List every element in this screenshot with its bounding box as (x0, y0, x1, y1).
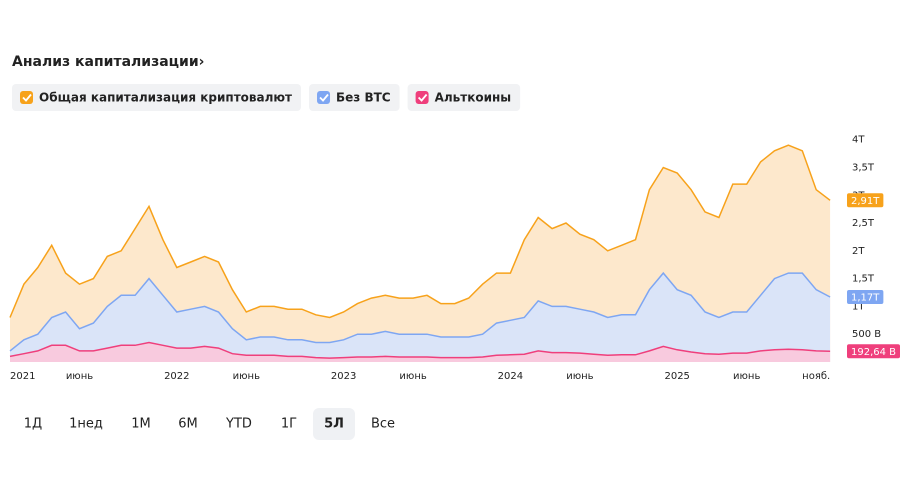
legend-chip[interactable] (309, 84, 400, 111)
range-button-selected[interactable] (313, 408, 355, 440)
series-line (9, 144, 831, 319)
legend-label[interactable]: Общая капитализация криптовалют (39, 91, 292, 105)
x-tick-label: июнь (399, 371, 426, 382)
legend-check (319, 93, 329, 102)
y-tick-label: 4T (852, 135, 865, 146)
series-line (9, 341, 831, 359)
y-tick-label: 1T (852, 301, 865, 312)
area-fill (10, 342, 831, 362)
area-fill (10, 145, 831, 362)
legend-chip[interactable] (12, 84, 302, 111)
value-label-bg (847, 193, 884, 208)
range-button[interactable]: 1Г (281, 417, 297, 432)
legend-check (22, 93, 32, 102)
legend-checkbox (317, 91, 331, 104)
area-fill (10, 273, 831, 362)
y-tick-label: 3,5T (852, 162, 875, 173)
x-tick-label: 2024 (498, 371, 523, 382)
x-tick-label: 2023 (331, 371, 356, 382)
range-button[interactable]: 1M (131, 417, 151, 432)
y-tick-label: 2T (852, 246, 865, 257)
legend-chip[interactable] (407, 84, 521, 111)
y-tick-label: 500 B (852, 329, 881, 340)
range-button[interactable]: 1нед (69, 417, 103, 432)
chart-title[interactable]: Анализ капитализации› (12, 54, 204, 70)
value-label-bg (847, 344, 900, 359)
range-button[interactable]: 5Л (324, 417, 344, 432)
legend-checkbox (415, 91, 429, 104)
x-tick-label: 2021 (10, 371, 35, 382)
x-tick-label: июнь (66, 371, 93, 382)
x-tick-label: нояб. (802, 371, 830, 382)
range-button[interactable]: 1Д (24, 417, 42, 432)
legend-check (417, 93, 428, 102)
x-tick-label: июнь (566, 371, 593, 382)
range-button[interactable]: Все (371, 417, 395, 432)
y-tick-label: 1,5T (852, 274, 875, 285)
series-line (9, 271, 831, 352)
value-label: 192,64 B (851, 347, 896, 358)
value-label: 2,91T (851, 196, 880, 207)
legend-label[interactable]: Без BTC (336, 91, 391, 105)
y-tick-label: 2,5T (852, 218, 875, 229)
value-label-bg (847, 289, 884, 304)
x-tick-label: 2025 (664, 371, 689, 382)
x-tick-label: июнь (733, 371, 760, 382)
range-button[interactable]: YTD (225, 417, 252, 432)
value-label: 1,17T (851, 292, 880, 303)
legend-checkbox (20, 91, 33, 104)
x-tick-label: 2022 (164, 371, 189, 382)
x-tick-label: июнь (233, 371, 260, 382)
legend-label[interactable]: Альткоины (435, 91, 512, 105)
range-button[interactable]: 6M (178, 417, 198, 432)
